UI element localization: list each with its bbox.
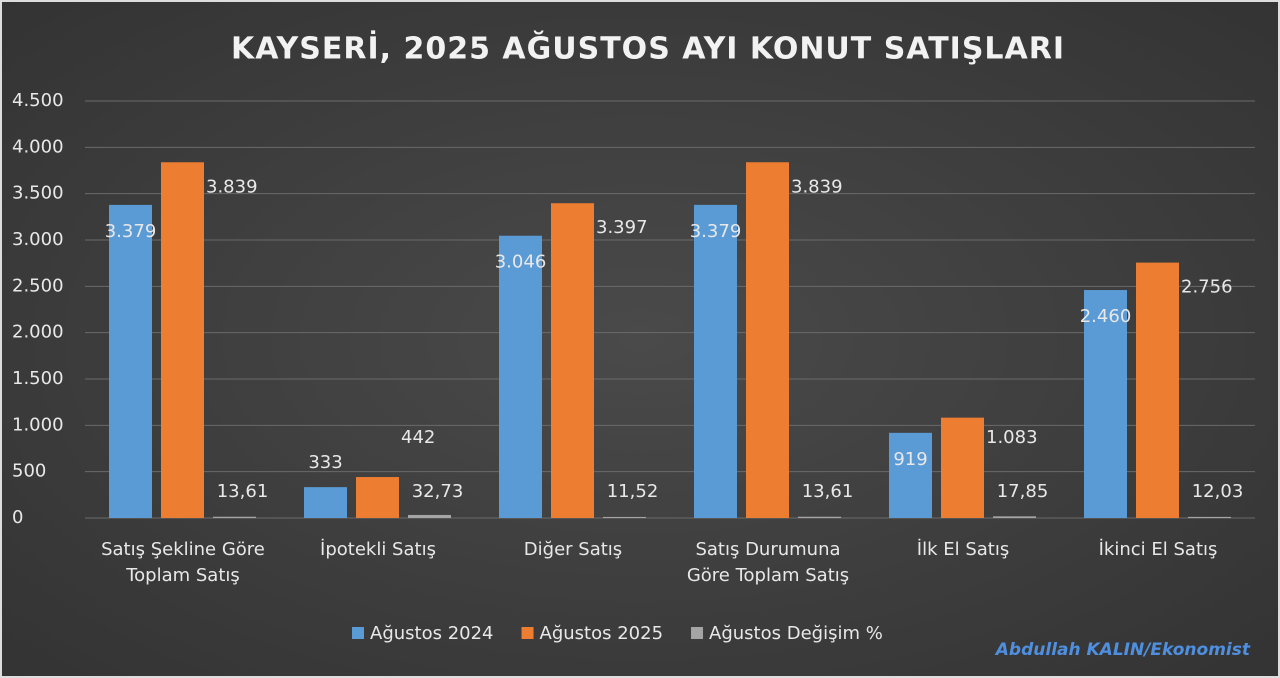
y-tick-label: 4.500 xyxy=(12,90,64,111)
legend-label: Ağustos 2024 xyxy=(370,623,494,644)
bar xyxy=(161,162,204,518)
data-label: 13,61 xyxy=(802,481,854,502)
data-label: 3.046 xyxy=(495,252,547,273)
x-tick-label: Satış Şekline Göre Toplam Satış xyxy=(101,539,265,586)
y-tick-label: 500 xyxy=(12,461,46,482)
data-label: 32,73 xyxy=(412,481,464,502)
data-label: 3.397 xyxy=(596,217,648,238)
y-tick-label: 2.500 xyxy=(12,275,64,296)
bar xyxy=(746,162,789,518)
bar xyxy=(304,487,347,518)
y-tick-label: 1.500 xyxy=(12,368,64,389)
bar xyxy=(551,203,594,518)
credit: Abdullah KALIN/Ekonomist xyxy=(994,640,1251,660)
data-label: 442 xyxy=(401,427,435,448)
data-label: 3.379 xyxy=(690,221,742,242)
legend-swatch xyxy=(352,627,364,639)
data-label: 333 xyxy=(308,452,342,473)
bar xyxy=(889,432,932,518)
bar xyxy=(356,477,399,518)
legend-label: Ağustos 2025 xyxy=(540,623,664,644)
bar xyxy=(603,516,646,518)
y-tick-label: 0 xyxy=(12,507,23,528)
data-label: 3.839 xyxy=(791,176,843,197)
x-tick-label: İpotekli Satış xyxy=(320,539,436,560)
bar xyxy=(408,514,451,518)
legend-swatch xyxy=(691,627,704,639)
y-tick-label: 3.000 xyxy=(12,229,64,250)
data-label: 919 xyxy=(893,449,927,470)
x-tick-label: İkinci El Satış xyxy=(1098,539,1218,560)
bar xyxy=(499,235,542,518)
data-label: 1.083 xyxy=(986,427,1038,448)
bar xyxy=(213,516,256,518)
bar xyxy=(993,516,1036,518)
y-tick-label: 1.000 xyxy=(12,414,64,435)
data-label: 11,52 xyxy=(607,481,659,502)
data-label: 3.839 xyxy=(206,176,258,197)
y-tick-label: 2.000 xyxy=(12,322,64,343)
bar xyxy=(941,417,984,518)
data-label: 12,03 xyxy=(1192,481,1244,502)
bar xyxy=(109,204,152,518)
y-tick-label: 3.500 xyxy=(12,183,64,204)
bar xyxy=(1084,290,1127,518)
bar xyxy=(1188,516,1231,518)
data-label: 3.379 xyxy=(105,221,157,242)
x-tick-label: Satış Durumuna Göre Toplam Satış xyxy=(686,539,850,586)
data-label: 2.756 xyxy=(1181,277,1233,298)
legend-swatch xyxy=(521,627,534,639)
x-tick-label: Diğer Satış xyxy=(523,539,623,560)
y-tick-label: 4.000 xyxy=(12,136,64,157)
bar xyxy=(1136,262,1179,518)
bar xyxy=(798,516,841,518)
data-label: 2.460 xyxy=(1080,306,1132,327)
legend-label: Ağustos Değişim % xyxy=(709,623,883,644)
chart-title: KAYSERİ, 2025 AĞUSTOS AYI KONUT SATIŞLAR… xyxy=(231,30,1065,67)
x-tick-label: İlk El Satış xyxy=(916,539,1010,560)
data-label: 17,85 xyxy=(997,481,1049,502)
bar xyxy=(694,204,737,518)
data-label: 13,61 xyxy=(217,481,269,502)
